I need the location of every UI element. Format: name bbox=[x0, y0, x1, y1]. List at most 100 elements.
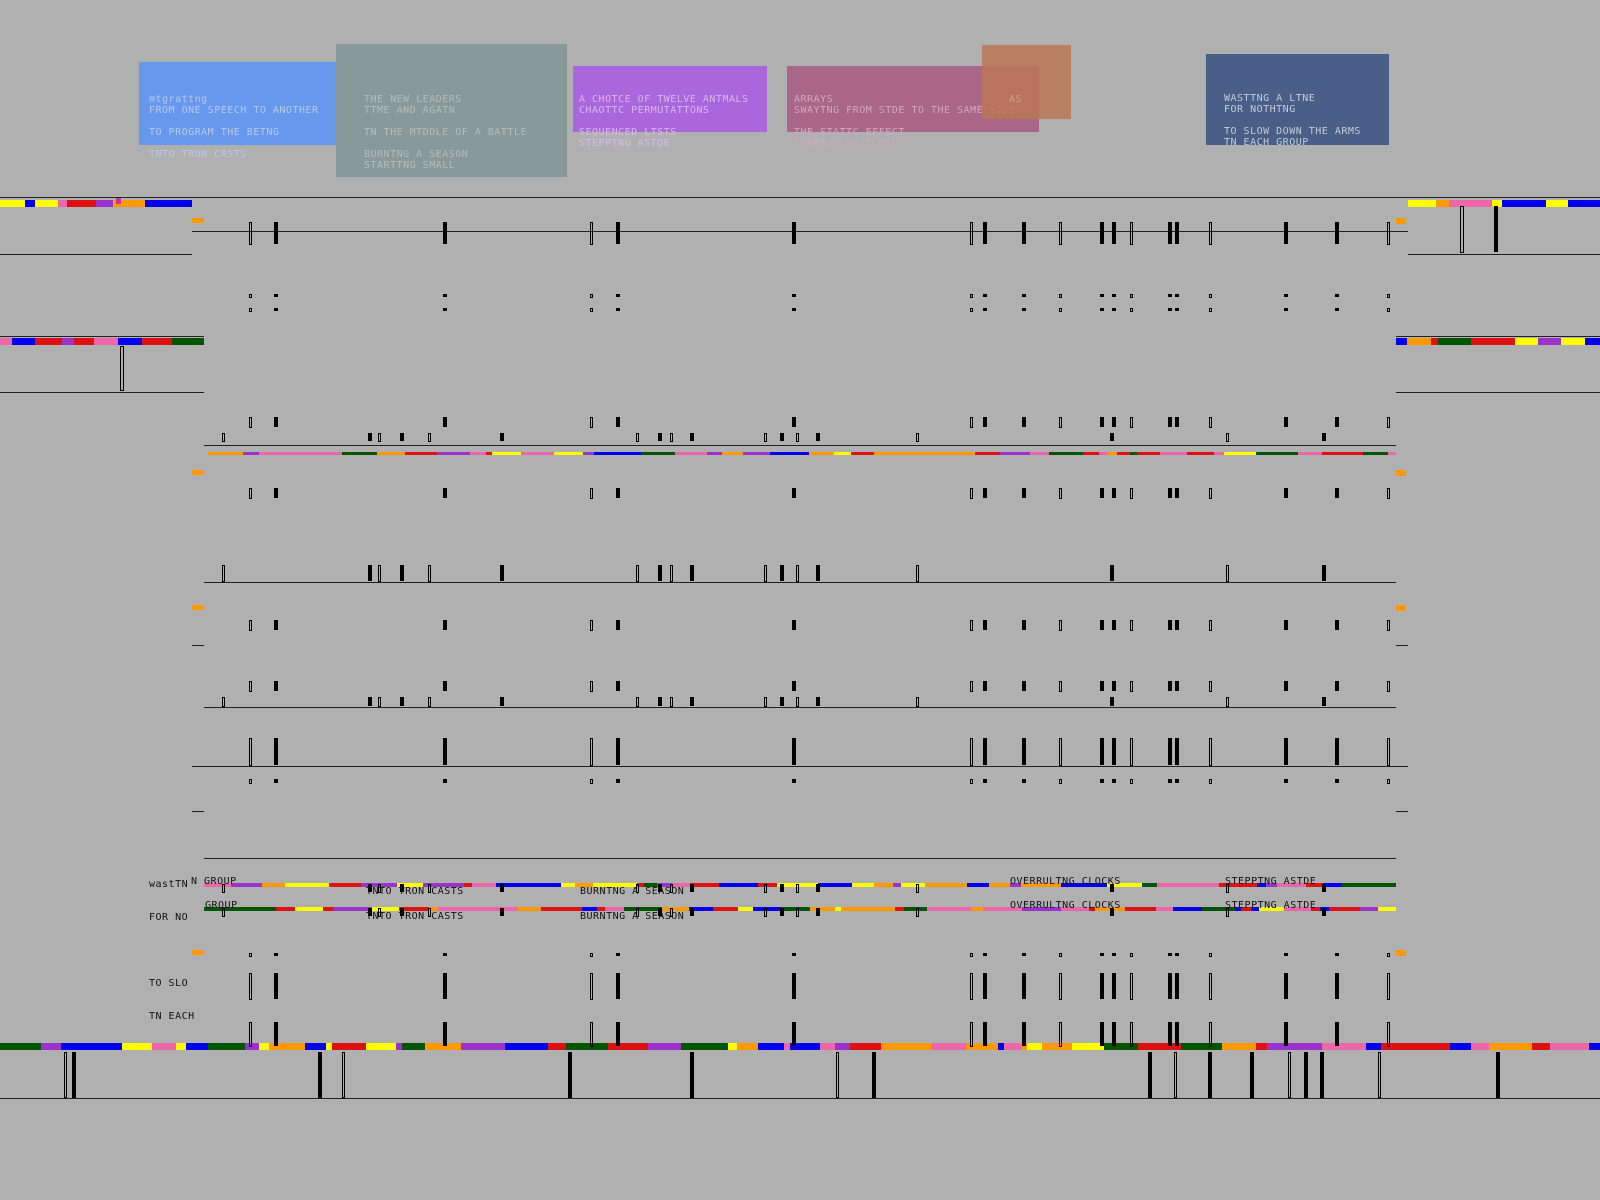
bar-mark bbox=[792, 973, 796, 999]
color-stripe bbox=[1004, 1043, 1021, 1050]
bar-mark bbox=[590, 308, 593, 312]
card-line: BURNTNG A SEASON bbox=[364, 149, 469, 160]
bar-mark bbox=[1022, 308, 1026, 311]
color-stripe bbox=[423, 883, 464, 887]
color-stripe bbox=[841, 907, 865, 911]
bar-mark bbox=[1322, 884, 1326, 892]
card-blue-text: mtgrattng FROM ONE SPEECH TO ANOTHER TO PR… bbox=[149, 94, 330, 160]
bar-mark bbox=[1059, 620, 1062, 631]
bar-mark bbox=[1130, 738, 1133, 766]
card-line: TTME AND AGATN bbox=[364, 105, 456, 116]
bar-mark bbox=[1059, 1022, 1062, 1047]
bar-mark bbox=[1335, 681, 1339, 691]
color-stripe bbox=[323, 907, 333, 911]
bar-mark bbox=[274, 779, 278, 783]
color-stripe bbox=[1107, 883, 1142, 887]
color-stripe bbox=[1561, 338, 1585, 345]
color-stripe bbox=[1256, 1043, 1267, 1050]
color-stripe bbox=[911, 452, 923, 455]
bar-mark bbox=[670, 697, 673, 707]
bar-mark bbox=[636, 908, 639, 917]
color-stripe bbox=[835, 907, 841, 911]
bar-mark bbox=[1130, 222, 1133, 245]
bar-mark bbox=[1112, 738, 1116, 765]
bar-mark bbox=[1100, 620, 1104, 630]
bar-mark bbox=[274, 738, 278, 765]
bar-mark bbox=[970, 953, 973, 957]
bar-mark bbox=[590, 294, 593, 298]
bar-mark bbox=[274, 417, 278, 427]
bar-mark bbox=[1322, 908, 1326, 916]
bar-mark bbox=[1284, 738, 1288, 765]
bar-mark bbox=[249, 779, 252, 784]
orange-tick bbox=[1396, 218, 1406, 224]
color-stripe bbox=[1022, 907, 1061, 911]
bar-mark bbox=[616, 973, 620, 999]
guide-line bbox=[204, 707, 1396, 708]
color-stripe bbox=[690, 883, 719, 887]
color-stripe bbox=[582, 907, 597, 911]
color-stripe bbox=[332, 1043, 366, 1050]
bar-mark bbox=[378, 697, 381, 707]
color-stripe bbox=[920, 1043, 931, 1050]
bar-mark bbox=[1130, 973, 1133, 1000]
bar-mark bbox=[970, 1022, 973, 1047]
card-line: FOR NOTHTNG bbox=[1224, 104, 1296, 115]
bar-mark bbox=[1022, 681, 1026, 691]
bar-mark bbox=[796, 433, 799, 442]
bar-mark bbox=[1322, 697, 1326, 706]
guide-line bbox=[0, 254, 192, 255]
color-stripe bbox=[1589, 1043, 1600, 1050]
color-stripe bbox=[851, 452, 859, 455]
bar-mark bbox=[274, 973, 278, 999]
bar-mark bbox=[658, 565, 662, 581]
bar-mark bbox=[1059, 681, 1062, 692]
color-stripe bbox=[681, 1043, 709, 1050]
color-stripe bbox=[893, 883, 901, 887]
bar-mark bbox=[916, 433, 919, 442]
color-stripe bbox=[593, 883, 637, 887]
color-stripe bbox=[470, 452, 486, 455]
bar-mark bbox=[1110, 908, 1114, 916]
color-stripe bbox=[594, 452, 635, 455]
color-stripe bbox=[35, 200, 58, 207]
card-blue: mtgrattng FROM ONE SPEECH TO ANOTHER TO PR… bbox=[139, 62, 340, 160]
color-stripe bbox=[1088, 883, 1107, 887]
color-stripe bbox=[208, 452, 243, 455]
color-stripe bbox=[243, 452, 259, 455]
color-stripe bbox=[1010, 883, 1021, 887]
card-line: mtgrattng bbox=[149, 94, 208, 105]
bar-mark bbox=[1284, 294, 1288, 297]
bar-mark bbox=[1335, 1022, 1339, 1046]
color-stripe bbox=[983, 907, 1022, 911]
bar-mark bbox=[249, 488, 252, 499]
color-stripe bbox=[644, 883, 657, 887]
bar-mark bbox=[249, 308, 252, 312]
color-stripe bbox=[1311, 907, 1320, 911]
bar-mark bbox=[222, 697, 225, 707]
bar-mark bbox=[1022, 620, 1026, 630]
bar-mark bbox=[1112, 973, 1116, 999]
tall-bar bbox=[1460, 206, 1464, 253]
bar-mark bbox=[690, 884, 694, 892]
bar-mark bbox=[970, 973, 973, 1000]
bar-mark bbox=[616, 294, 620, 297]
color-stripe bbox=[1450, 1043, 1471, 1050]
color-stripe bbox=[1241, 907, 1251, 911]
bar-mark bbox=[636, 697, 639, 707]
bar-mark bbox=[816, 433, 820, 441]
bar-mark bbox=[1387, 488, 1390, 499]
bar-mark bbox=[1168, 620, 1172, 630]
color-stripe bbox=[1293, 1043, 1322, 1050]
bar-mark bbox=[1130, 308, 1133, 312]
bar-mark bbox=[222, 565, 225, 582]
bar-mark bbox=[1387, 738, 1390, 766]
bar-mark bbox=[1022, 973, 1026, 999]
color-stripe bbox=[35, 338, 62, 345]
color-stripe bbox=[1006, 452, 1030, 455]
bar-mark bbox=[443, 738, 447, 765]
bar-mark bbox=[1168, 222, 1172, 244]
bar-mark bbox=[1209, 953, 1212, 957]
card-line bbox=[149, 116, 330, 127]
bar-mark bbox=[970, 488, 973, 499]
